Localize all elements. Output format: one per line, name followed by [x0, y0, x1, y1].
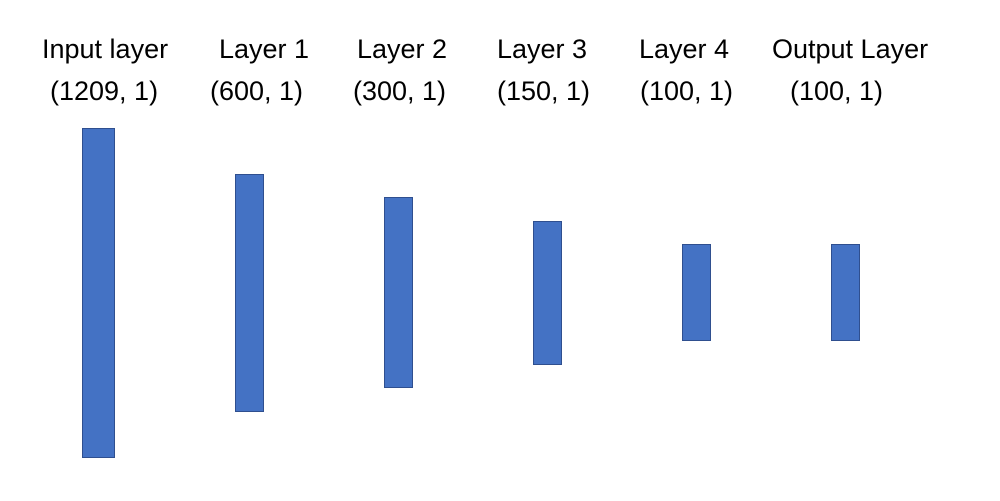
layer-3-name: Layer 3 [497, 34, 588, 64]
layer-1-name: Layer 1 [219, 34, 310, 64]
layer-4-shape: (100, 1) [640, 76, 734, 106]
layer-3-shape: (150, 1) [497, 76, 591, 106]
input-layer-bar [82, 128, 115, 458]
layer-1-bar [235, 174, 264, 412]
layer-5-shape: (100, 1) [790, 76, 884, 106]
layer-2-name: Layer 2 [357, 34, 448, 64]
layer-2-shape: (300, 1) [353, 76, 447, 106]
layer-1-shape: (600, 1) [210, 76, 304, 106]
layer-3-bar [533, 221, 562, 365]
layer-2-bar [384, 197, 413, 388]
output-layer-bar [831, 244, 860, 341]
layer-0-name: Input layer [42, 34, 169, 64]
layer-5-name: Output Layer [772, 34, 929, 64]
layer-4-name: Layer 4 [639, 34, 730, 64]
layer-4-bar [682, 244, 711, 341]
layer-0-shape: (1209, 1) [50, 76, 159, 106]
